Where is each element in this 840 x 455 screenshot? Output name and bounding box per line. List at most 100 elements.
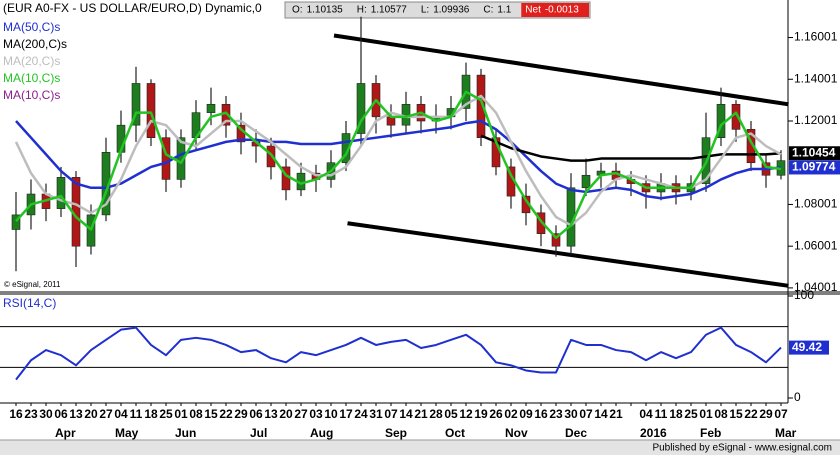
legend-entry: MA(10,C)s: [3, 71, 60, 85]
quote-value: -0.0013: [545, 5, 579, 16]
x-tick-label: 06: [54, 407, 68, 421]
x-tick-label: 23: [549, 407, 563, 421]
quote-value: 1.1: [497, 5, 511, 16]
candle-body: [581, 174, 591, 189]
last-value-box: [789, 146, 840, 161]
candle-body: [11, 214, 21, 230]
rsi-line: [15, 326, 782, 381]
candle-body: [401, 104, 411, 126]
y-tick-label: 1.16001: [794, 30, 838, 44]
x-tick-label: 20: [279, 407, 293, 421]
channel-line: [347, 221, 789, 288]
x-tick-label: 11: [655, 407, 668, 421]
x-tick-label: 12: [459, 407, 473, 421]
x-tick-label: 08: [189, 407, 203, 421]
footer-text: Published by eSignal - www.esignal.com: [652, 443, 832, 454]
last-value-box: [789, 160, 840, 175]
month-label: May: [115, 426, 139, 440]
net-box: [521, 3, 589, 17]
ma-line: [15, 90, 782, 240]
quote-label: L:: [421, 5, 429, 16]
month-label: Aug: [310, 426, 333, 440]
x-tick-label: 29: [234, 407, 248, 421]
x-tick-label: 09: [519, 407, 533, 421]
x-tick-label: 29: [759, 407, 773, 421]
x-tick-label: 26: [489, 407, 503, 421]
x-tick-label: 14: [399, 407, 413, 421]
x-tick-label: 05: [444, 407, 458, 421]
candle-body: [386, 116, 396, 126]
x-tick-label: 07: [579, 407, 593, 421]
x-tick-label: 20: [84, 407, 98, 421]
rsi-label: RSI(14,C): [3, 296, 56, 310]
x-tick-label: 01: [174, 407, 188, 421]
channel-line: [333, 33, 789, 107]
month-label: Feb: [700, 426, 721, 440]
x-tick-label: 21: [414, 407, 428, 421]
x-tick-label: 16: [534, 407, 548, 421]
candle-body: [536, 212, 546, 234]
quote-label: O:: [292, 5, 303, 16]
quote-label: C:: [483, 5, 493, 16]
candle-body: [746, 129, 756, 164]
y-tick-label: 1.06001: [794, 238, 838, 252]
candle-body: [161, 137, 171, 180]
rsi-last-box: [789, 340, 829, 355]
x-tick-label: 02: [504, 407, 518, 421]
y-tick-label: 1.12001: [794, 113, 838, 127]
last-value-label: 1.09774: [792, 160, 836, 174]
month-label: Sep: [385, 426, 407, 440]
x-tick-label: 13: [264, 407, 278, 421]
month-label: Dec: [565, 426, 587, 440]
legend-entry: MA(200,C)s: [3, 37, 67, 51]
quote-value: 1.09936: [433, 5, 470, 16]
x-tick-label: 18: [144, 407, 158, 421]
month-label: Apr: [55, 426, 76, 440]
x-tick-label: 30: [564, 407, 578, 421]
x-tick-label: 25: [684, 407, 698, 421]
x-tick-label: 03: [309, 407, 323, 421]
candle-body: [176, 137, 186, 180]
x-tick-label: 27: [294, 407, 308, 421]
candle-body: [131, 83, 141, 126]
candle-body: [146, 83, 156, 138]
ma-line: [480, 134, 782, 162]
chart-title: (EUR A0-FX - US DOLLAR/EURO,D) Dynamic,0: [3, 1, 262, 15]
x-tick-label: 23: [24, 407, 38, 421]
quote-box: [284, 1, 591, 19]
x-tick-label: 14: [594, 407, 608, 421]
candle-body: [56, 177, 66, 209]
legend-entry: MA(20,C)s: [3, 54, 60, 68]
candle-body: [551, 233, 561, 247]
x-tick-label: 07: [774, 407, 788, 421]
x-tick-label: 16: [9, 407, 23, 421]
quote-label: Net: [525, 5, 541, 16]
rsi-tick-label: 0: [794, 390, 801, 404]
candle-body: [476, 74, 486, 138]
x-tick-label: 31: [369, 407, 383, 421]
month-label: 2016: [640, 426, 667, 440]
legend-entry: MA(10,C)s: [3, 88, 60, 102]
quote-value: 1.10135: [307, 5, 344, 16]
x-tick-label: 17: [339, 407, 353, 421]
quote-label: H:: [357, 5, 367, 16]
x-tick-label: 28: [429, 407, 443, 421]
x-tick-label: 13: [69, 407, 83, 421]
x-tick-label: 08: [714, 407, 728, 421]
x-tick-label: 18: [669, 407, 683, 421]
x-tick-label: 15: [729, 407, 743, 421]
x-tick-label: 11: [130, 407, 143, 421]
y-tick-label: 1.14001: [794, 71, 838, 85]
x-tick-label: 30: [39, 407, 53, 421]
candle-body: [356, 83, 366, 134]
x-tick-label: 06: [249, 407, 263, 421]
x-tick-label: 27: [99, 407, 113, 421]
month-label: Mar: [775, 426, 797, 440]
x-tick-label: 01: [699, 407, 713, 421]
x-tick-label: 19: [474, 407, 488, 421]
quote-value: 1.10577: [371, 5, 408, 16]
y-tick-label: 1.08001: [794, 197, 838, 211]
